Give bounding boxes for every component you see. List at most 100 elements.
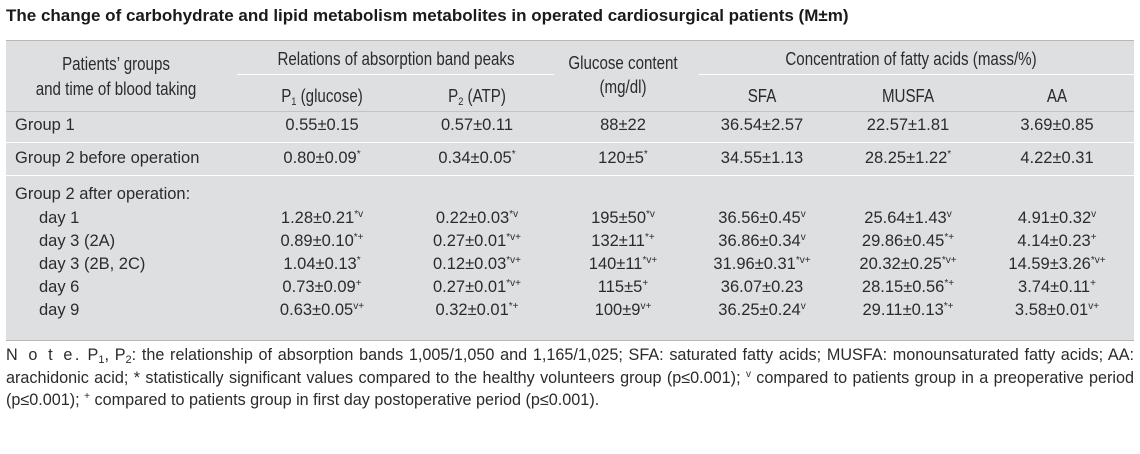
cell-p2: 0.34±0.05*: [438, 148, 515, 168]
cell-significance-mark: *: [947, 149, 952, 160]
cell-value: 36.56±0.45: [718, 209, 801, 227]
header-p1: P1 (glucose): [281, 85, 363, 108]
cell-value: 0.89±0.10: [280, 232, 354, 250]
note-p1-sub: 1: [98, 354, 105, 366]
cell-significance-mark: *v: [509, 209, 519, 220]
cell-value: 0.34±0.05: [438, 149, 512, 167]
table-note: N o t e. P1, P2: the relationship of abs…: [6, 344, 1134, 412]
cell-p1: 0.73±0.09+: [282, 277, 361, 297]
row-label: day 3 (2A): [39, 232, 116, 250]
cell-p2: 0.27±0.01*v+: [433, 231, 521, 251]
cell-significance-mark: v+: [353, 301, 365, 312]
header-glucose-line1: Glucose content: [568, 53, 678, 73]
cell-value: 3.58±0.01: [1014, 301, 1089, 319]
note-p2-sub: 2: [125, 354, 132, 366]
cell-value: 0.80±0.09: [283, 149, 357, 167]
cell-significance-mark: *+: [644, 232, 655, 243]
cell-significance-mark: v+: [1088, 301, 1100, 312]
note-sup-v: v: [745, 368, 751, 380]
cell-value: 0.73±0.09: [282, 278, 356, 296]
cell-value: 140±11: [588, 255, 643, 273]
cell-value: 0.55±0.15: [285, 116, 359, 134]
cell-significance-mark: v: [800, 301, 806, 312]
cell-p1: 0.63±0.05v+: [280, 300, 364, 320]
note-part3: compared to patients group in first day …: [90, 391, 600, 409]
row-divider-1: [6, 142, 1134, 143]
cell-aa: 14.59±3.26*v+: [1008, 254, 1105, 274]
note-comma: ,: [104, 346, 115, 364]
cell-significance-mark: +: [642, 278, 649, 289]
note-p2: P: [114, 346, 126, 364]
cell-significance-mark: *: [356, 149, 361, 160]
header-p1-tail: (glucose): [296, 86, 363, 106]
cell-value: 4.14±0.23: [1017, 232, 1091, 250]
cell-significance-mark: *v: [354, 209, 364, 220]
row-label: Group 1: [15, 116, 75, 134]
cell-value: 195±50: [591, 209, 647, 227]
cell-significance-mark: +: [355, 278, 362, 289]
header-groups-line2: and time of blood taking: [35, 79, 197, 99]
cell-value: 36.25±0.24: [718, 301, 801, 319]
cell-value: 3.74±0.11: [1018, 278, 1091, 296]
cell-p1: 1.28±0.21*v: [281, 208, 363, 228]
header-p1-letter: P: [281, 86, 292, 106]
cell-significance-mark: v: [800, 232, 806, 243]
cell-significance-mark: *v: [646, 209, 655, 220]
cell-value: 0.22±0.03: [435, 209, 510, 227]
cell-aa: 4.22±0.31: [1020, 148, 1093, 168]
row-label: day 1: [39, 209, 80, 227]
cell-sfa: 36.07±0.23: [721, 277, 803, 297]
cell-significance-mark: *v+: [1090, 255, 1106, 266]
cell-p1: 0.55±0.15: [285, 115, 358, 135]
row-label: Group 2 before operation: [15, 149, 200, 167]
cell-musfa: 28.25±1.22*: [865, 148, 951, 168]
cell-value: 20.32±0.25: [859, 255, 942, 273]
header-p2-tail: (ATP): [463, 86, 506, 106]
header-p2: P2 (ATP): [448, 85, 506, 108]
cell-sfa: 36.56±0.45v: [718, 208, 805, 228]
cell-p2: 0.57±0.11: [441, 115, 513, 135]
cell-value: 22.57±1.81: [866, 116, 950, 134]
cell-value: 0.27±0.01: [432, 278, 507, 296]
cell-value: 14.59±3.26: [1008, 255, 1091, 273]
cell-sfa: 36.54±2.57: [721, 115, 803, 135]
cell-significance-mark: *v+: [506, 255, 522, 266]
cell-p2: 0.22±0.03*v: [436, 208, 518, 228]
cell-significance-mark: *v+: [941, 255, 957, 266]
cell-musfa: 29.11±0.13*+: [863, 300, 954, 320]
header-fatty: Concentration of fatty acids (mass/%): [785, 49, 1037, 69]
row-divider-2: [6, 175, 1134, 176]
data-table: Patients’ groups and time of blood takin…: [6, 40, 1134, 341]
cell-value: 3.69±0.85: [1020, 116, 1094, 134]
header-p2-letter: P: [448, 86, 459, 106]
note-part2: compared to patients group in a preopera…: [6, 368, 1134, 410]
cell-aa: 4.91±0.32v: [1018, 208, 1096, 228]
cell-sfa: 34.55±1.13: [721, 148, 803, 168]
cell-aa: 3.58±0.01v+: [1015, 300, 1099, 320]
cell-significance-mark: *+: [944, 232, 955, 243]
header-bottom-rule: [6, 111, 1134, 112]
cell-sfa: 36.86±0.34v: [718, 231, 805, 251]
cell-significance-mark: *v+: [506, 232, 522, 243]
cell-glu: 88±22: [600, 115, 646, 135]
cell-value: 1.04±0.13: [283, 255, 357, 273]
cell-musfa: 25.64±1.43v: [864, 208, 951, 228]
header-relations: Relations of absorption band peaks: [277, 49, 515, 69]
cell-glu: 195±50*v: [591, 208, 655, 228]
row-label: Group 2 after operation:: [15, 185, 191, 203]
row-label: day 9: [39, 301, 80, 319]
row-label: day 6: [39, 278, 80, 296]
cell-significance-mark: *v+: [795, 255, 811, 266]
cell-aa: 3.69±0.85: [1020, 115, 1093, 135]
cell-glu: 132±11*+: [591, 231, 654, 251]
cell-sfa: 36.25±0.24v: [718, 300, 805, 320]
cell-significance-mark: *+: [943, 301, 954, 312]
cell-significance-mark: +: [1090, 232, 1097, 243]
header-p2-sub: 2: [458, 96, 464, 108]
cell-musfa: 29.86±0.45*+: [862, 231, 954, 251]
cell-value: 29.86±0.45: [861, 232, 945, 250]
cell-p1: 0.89±0.10*+: [280, 231, 363, 251]
cell-value: 0.63±0.05: [279, 301, 354, 319]
header-p1-sub: 1: [291, 96, 297, 108]
cell-value: 28.25±1.22: [864, 149, 948, 167]
